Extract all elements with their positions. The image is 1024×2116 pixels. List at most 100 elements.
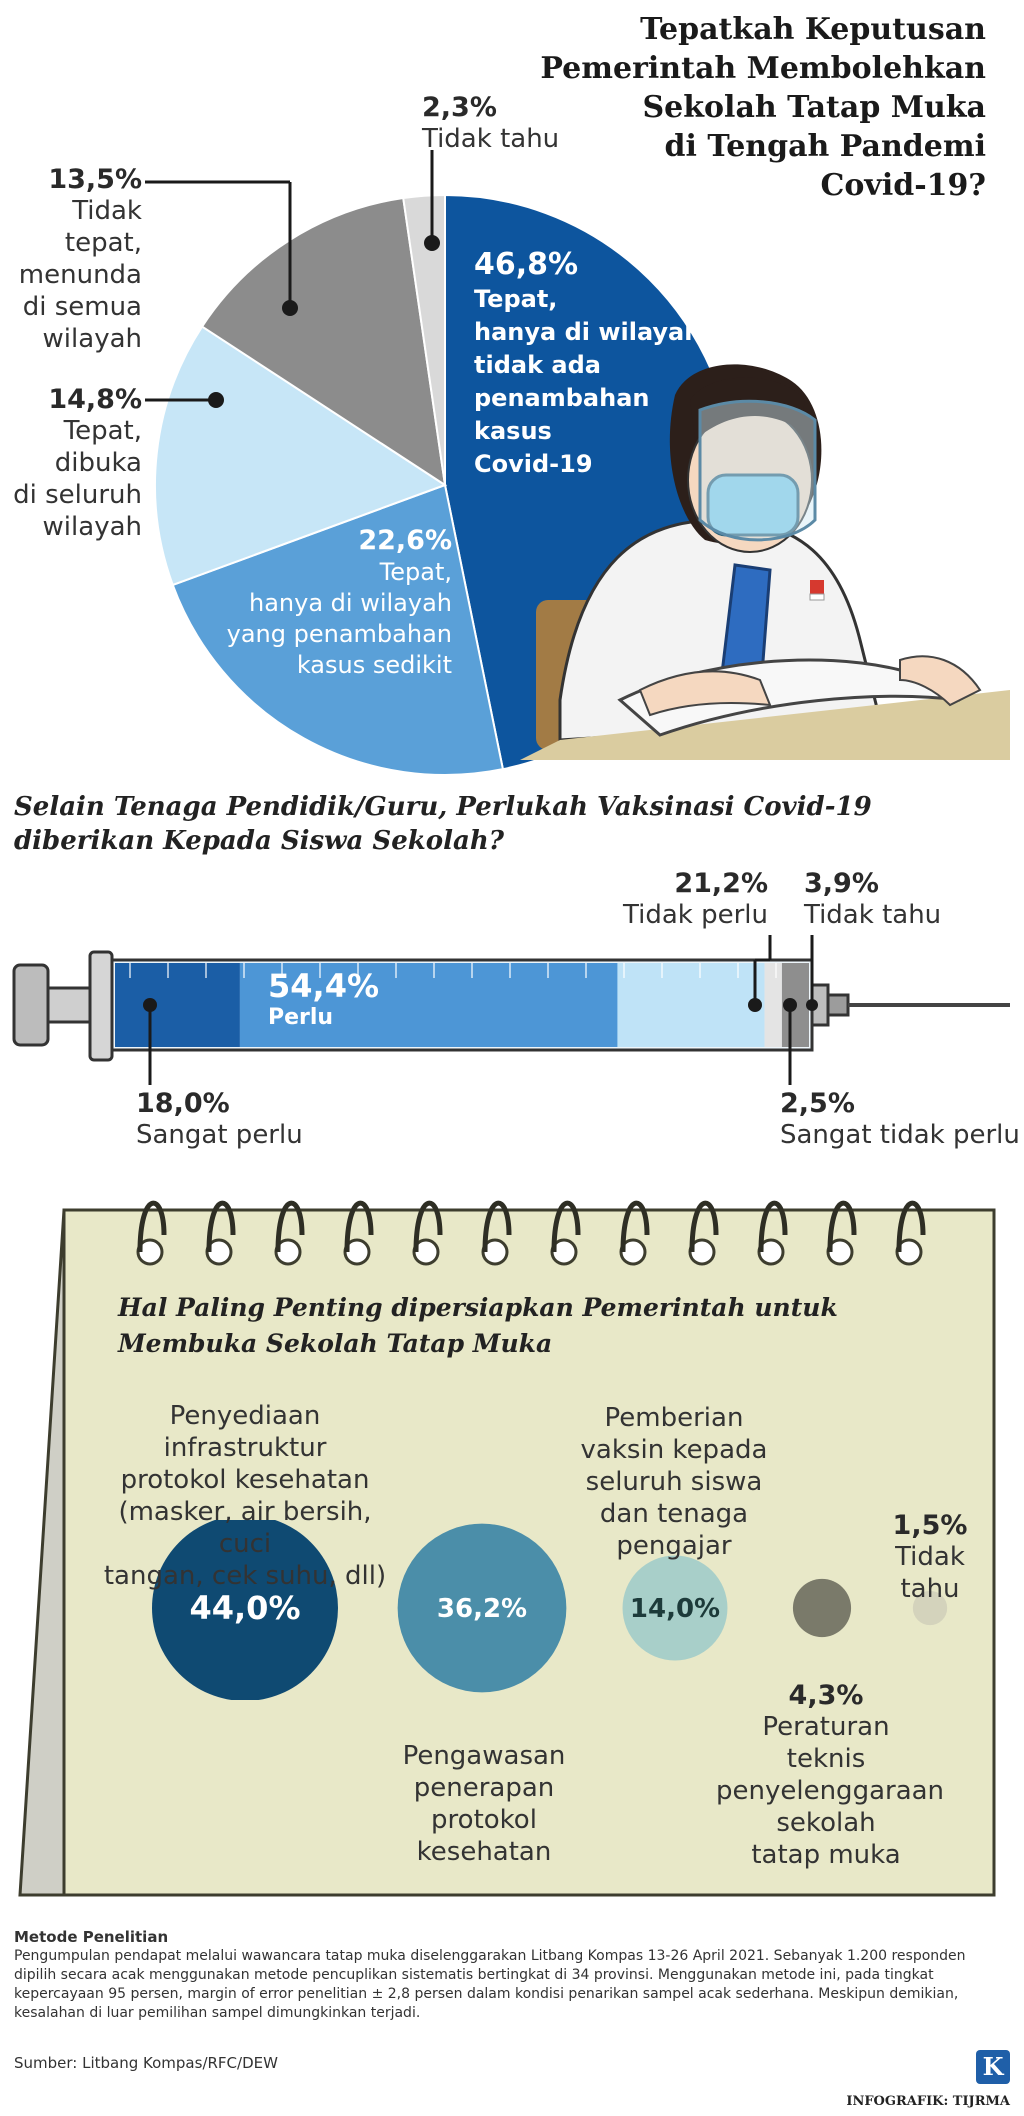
syringe-pct-sangat-perlu: 18,0% (136, 1088, 230, 1119)
leader-dot-tidak-perlu (748, 998, 762, 1012)
pie-text-dibuka-seluruh: wilayah (42, 512, 142, 542)
bubble-text-infrastruktur: (masker, air bersih, cuci (118, 1497, 372, 1559)
syringe-text-tidak-perlu: Tidak perlu (623, 900, 768, 930)
leader-dot-tidak-tahu (806, 999, 818, 1011)
main-title-line: Pemerintah Membolehkan (540, 51, 986, 86)
main-title: Tepatkah Keputusan Pemerintah Membolehka… (540, 10, 986, 205)
pie-text-tepat-tidak-ada: penambahan (474, 384, 650, 412)
bubble-pct-tidak-tahu: 1,5% (892, 1510, 968, 1541)
method-title: Metode Penelitian (14, 1928, 169, 1946)
pie-label-tidak-tepat: 13,5% Tidak tepat, menunda di semua wila… (0, 164, 142, 355)
plunger-thumb (12, 963, 50, 1047)
bubble-text-infrastruktur: tangan, cek suhu, dll) (103, 1561, 387, 1591)
bubble-text-vaksin: vaksin kepada (580, 1435, 768, 1465)
syringe-pct-sangat-tidak-perlu: 2,5% (780, 1088, 855, 1119)
calendar-ring (137, 1200, 167, 1253)
bubble-text-peraturan: sekolah (776, 1808, 876, 1838)
syringe-seg-sangat-perlu (115, 963, 240, 1047)
bubble-text-vaksin: dan tenaga (599, 1499, 749, 1529)
pie-label-penambahan-sedikit: 22,6% Tepat, hanya di wilayah yang penam… (227, 525, 452, 681)
pie-label-dibuka-seluruh: 14,8% Tepat, dibuka di seluruh wilayah (13, 384, 142, 543)
pie-text-tepat-tidak-ada: tidak ada (474, 351, 601, 379)
leader-dot-sangat-perlu (143, 998, 157, 1012)
hand-left (638, 670, 772, 717)
desk (520, 690, 1010, 760)
syringe-label-tidak-perlu: 21,2% Tidak perlu (623, 868, 768, 931)
calendar-ring (275, 1200, 305, 1253)
bubble-infrastruktur-pct: 44,0% (189, 1589, 300, 1627)
needle-base (826, 993, 850, 1017)
kompas-logo-letter: K (982, 2052, 1004, 2081)
syringe-seg-tidak-perlu (617, 963, 765, 1047)
pie-text-tidak-tepat: Tidak tepat, (64, 196, 142, 258)
syringe-pct-tidak-tahu: 3,9% (804, 868, 879, 899)
syringe-label-tidak-tahu: 3,9% Tidak tahu (804, 868, 941, 931)
bubble-pengawasan-pct: 36,2% (437, 1594, 527, 1624)
method-section: Metode Penelitian Pengumpulan pendapat m… (14, 1928, 1004, 2023)
syringe-text-sangat-tidak-perlu: Sangat tidak perlu (780, 1120, 1020, 1150)
hair-fringe (690, 377, 805, 440)
leader-dot-sangat-tidak-perlu (783, 998, 797, 1012)
pie-text-tepat-tidak-ada: Tepat, (474, 285, 558, 313)
bubble-label-infrastruktur: Penyediaan infrastruktur protokol keseha… (90, 1400, 400, 1592)
method-line: Pengumpulan pendapat melalui wawancara t… (14, 1948, 966, 1964)
bubble-infrastruktur (152, 1520, 338, 1700)
face-shield (698, 399, 817, 542)
pie-text-dibuka-seluruh: dibuka (54, 448, 142, 478)
student-illustration (520, 364, 1010, 760)
pie-section: Tepatkah Keputusan Pemerintah Membolehka… (0, 0, 1024, 780)
calendar-ring (758, 1200, 788, 1253)
bubble-label-peraturan: 4,3% Peraturan teknis penyelenggaraan se… (716, 1680, 945, 1871)
syringe-seg-perlu (239, 963, 618, 1047)
bubble-label-vaksin: Pemberian vaksin kepada seluruh siswa da… (574, 1402, 774, 1562)
hand-right (899, 655, 982, 707)
bubble-chart: 44,0% 36,2% 14,0% (152, 1520, 948, 1700)
bubble-text-peraturan: Peraturan (762, 1712, 890, 1742)
barrel-flange (88, 950, 114, 1062)
syringe-label-perlu: 54,4% Perlu (268, 968, 379, 1032)
calendar-ring (551, 1200, 581, 1253)
main-title-line: di Tengah Pandemi (664, 129, 986, 164)
method-line: dipilih secara acak menggunakan metode p… (14, 1967, 934, 1983)
pie-text-dibuka-seluruh: Tepat, (63, 416, 142, 446)
flag-badge-red (810, 580, 824, 594)
bubble-label-tidak-tahu: 1,5% Tidak tahu (870, 1510, 990, 1605)
bubble-text-infrastruktur: protokol kesehatan (120, 1465, 370, 1495)
bubble-text-tidak-tahu: tahu (900, 1574, 960, 1604)
pie-text-tidak-tepat: wilayah (42, 324, 142, 354)
calendar-ring (896, 1200, 926, 1253)
pie-text-penambahan-sedikit: Tepat, (379, 558, 452, 586)
pie-text-tidak-tahu: Tidak tahu (422, 124, 560, 154)
pie-text-tidak-tepat: menunda (18, 260, 142, 290)
pie-text-dibuka-seluruh: di seluruh (13, 480, 142, 510)
calendar-ring (689, 1200, 719, 1253)
leader-dot-148 (208, 392, 224, 408)
syringe-label-sangat-perlu: 18,0% Sangat perlu (136, 1088, 303, 1151)
credit-text: INFOGRAFIK: TIJRMA (846, 2094, 1010, 2109)
pie-text-tepat-tidak-ada: kasus (474, 417, 552, 445)
calendar-ring (620, 1200, 650, 1253)
bubble-text-peraturan: tatap muka (751, 1840, 901, 1870)
syringe-section-title: Selain Tenaga Pendidik/Guru, Perlukah Va… (14, 790, 872, 858)
bubble-text-vaksin: Pemberian (604, 1403, 744, 1433)
syringe-text-perlu: Perlu (268, 1005, 334, 1030)
pie-text-tepat-tidak-ada: Covid-19 (474, 450, 593, 478)
pie-pct-penambahan-sedikit: 22,6% (358, 525, 452, 556)
calendar-ring (413, 1200, 443, 1253)
syringe-pct-perlu: 54,4% (268, 967, 380, 1005)
syringe-seg-sangat-tidak-perlu (764, 963, 782, 1047)
plunger-rod (46, 986, 92, 1024)
bubble-text-infrastruktur: Penyediaan infrastruktur (163, 1401, 327, 1463)
calendar-title-line: Hal Paling Penting dipersiapkan Pemerint… (118, 1293, 838, 1322)
pie-slice-penambahan-sedikit (171, 483, 505, 776)
bubble-pct-peraturan: 4,3% (788, 1680, 864, 1711)
bubble-tidak-tahu (912, 1590, 948, 1626)
pie-text-penambahan-sedikit: kasus sedikit (296, 651, 452, 679)
syringe-pct-tidak-perlu: 21,2% (674, 868, 768, 899)
bubble-text-peraturan: penyelenggaraan (716, 1776, 945, 1806)
calendar-title: Hal Paling Penting dipersiapkan Pemerint… (118, 1290, 838, 1362)
leader-dot-23 (424, 235, 440, 251)
bubble-text-tidak-tahu: Tidak (895, 1542, 965, 1572)
pie-text-penambahan-sedikit: hanya di wilayah (249, 589, 452, 617)
flag-badge-white (809, 593, 825, 601)
